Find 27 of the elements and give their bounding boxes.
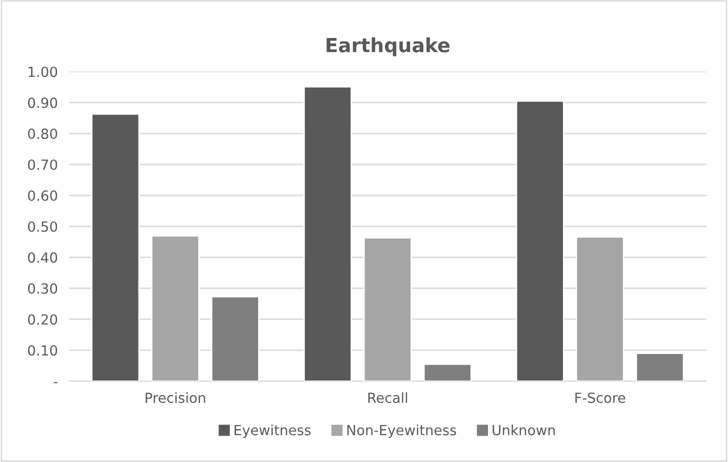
bar (636, 352, 684, 382)
bar (151, 235, 200, 382)
bar (363, 237, 412, 382)
y-tick-label: 0.40 (28, 252, 58, 263)
y-tick-label: 0.10 (28, 345, 58, 356)
bar (210, 296, 260, 382)
chart-title: Earthquake (326, 37, 450, 56)
bar (516, 100, 564, 382)
y-tick-label: 1.00 (28, 66, 58, 78)
y-tick-label: - (54, 382, 58, 384)
x-tick-label: Recall (368, 392, 408, 404)
bar (303, 86, 352, 382)
y-tick-label: 0.60 (28, 190, 58, 201)
legend-label: Eyewitness (234, 424, 311, 438)
y-tick-label: 0.70 (28, 159, 58, 170)
bar (423, 363, 472, 382)
bar (576, 236, 624, 382)
y-tick-label: 0.20 (28, 314, 58, 325)
legend-label: Non-Eyewitness (347, 424, 456, 438)
legend-label: Unknown (492, 424, 555, 436)
y-tick-label: 0.90 (28, 98, 58, 108)
y-tick-label: 0.50 (28, 221, 58, 232)
x-tick-label: F-Score (575, 392, 626, 404)
y-tick-label: 0.30 (28, 283, 58, 294)
y-tick-label: 0.80 (28, 128, 58, 139)
x-tick-label: Precision (146, 392, 206, 404)
bar (91, 113, 140, 382)
